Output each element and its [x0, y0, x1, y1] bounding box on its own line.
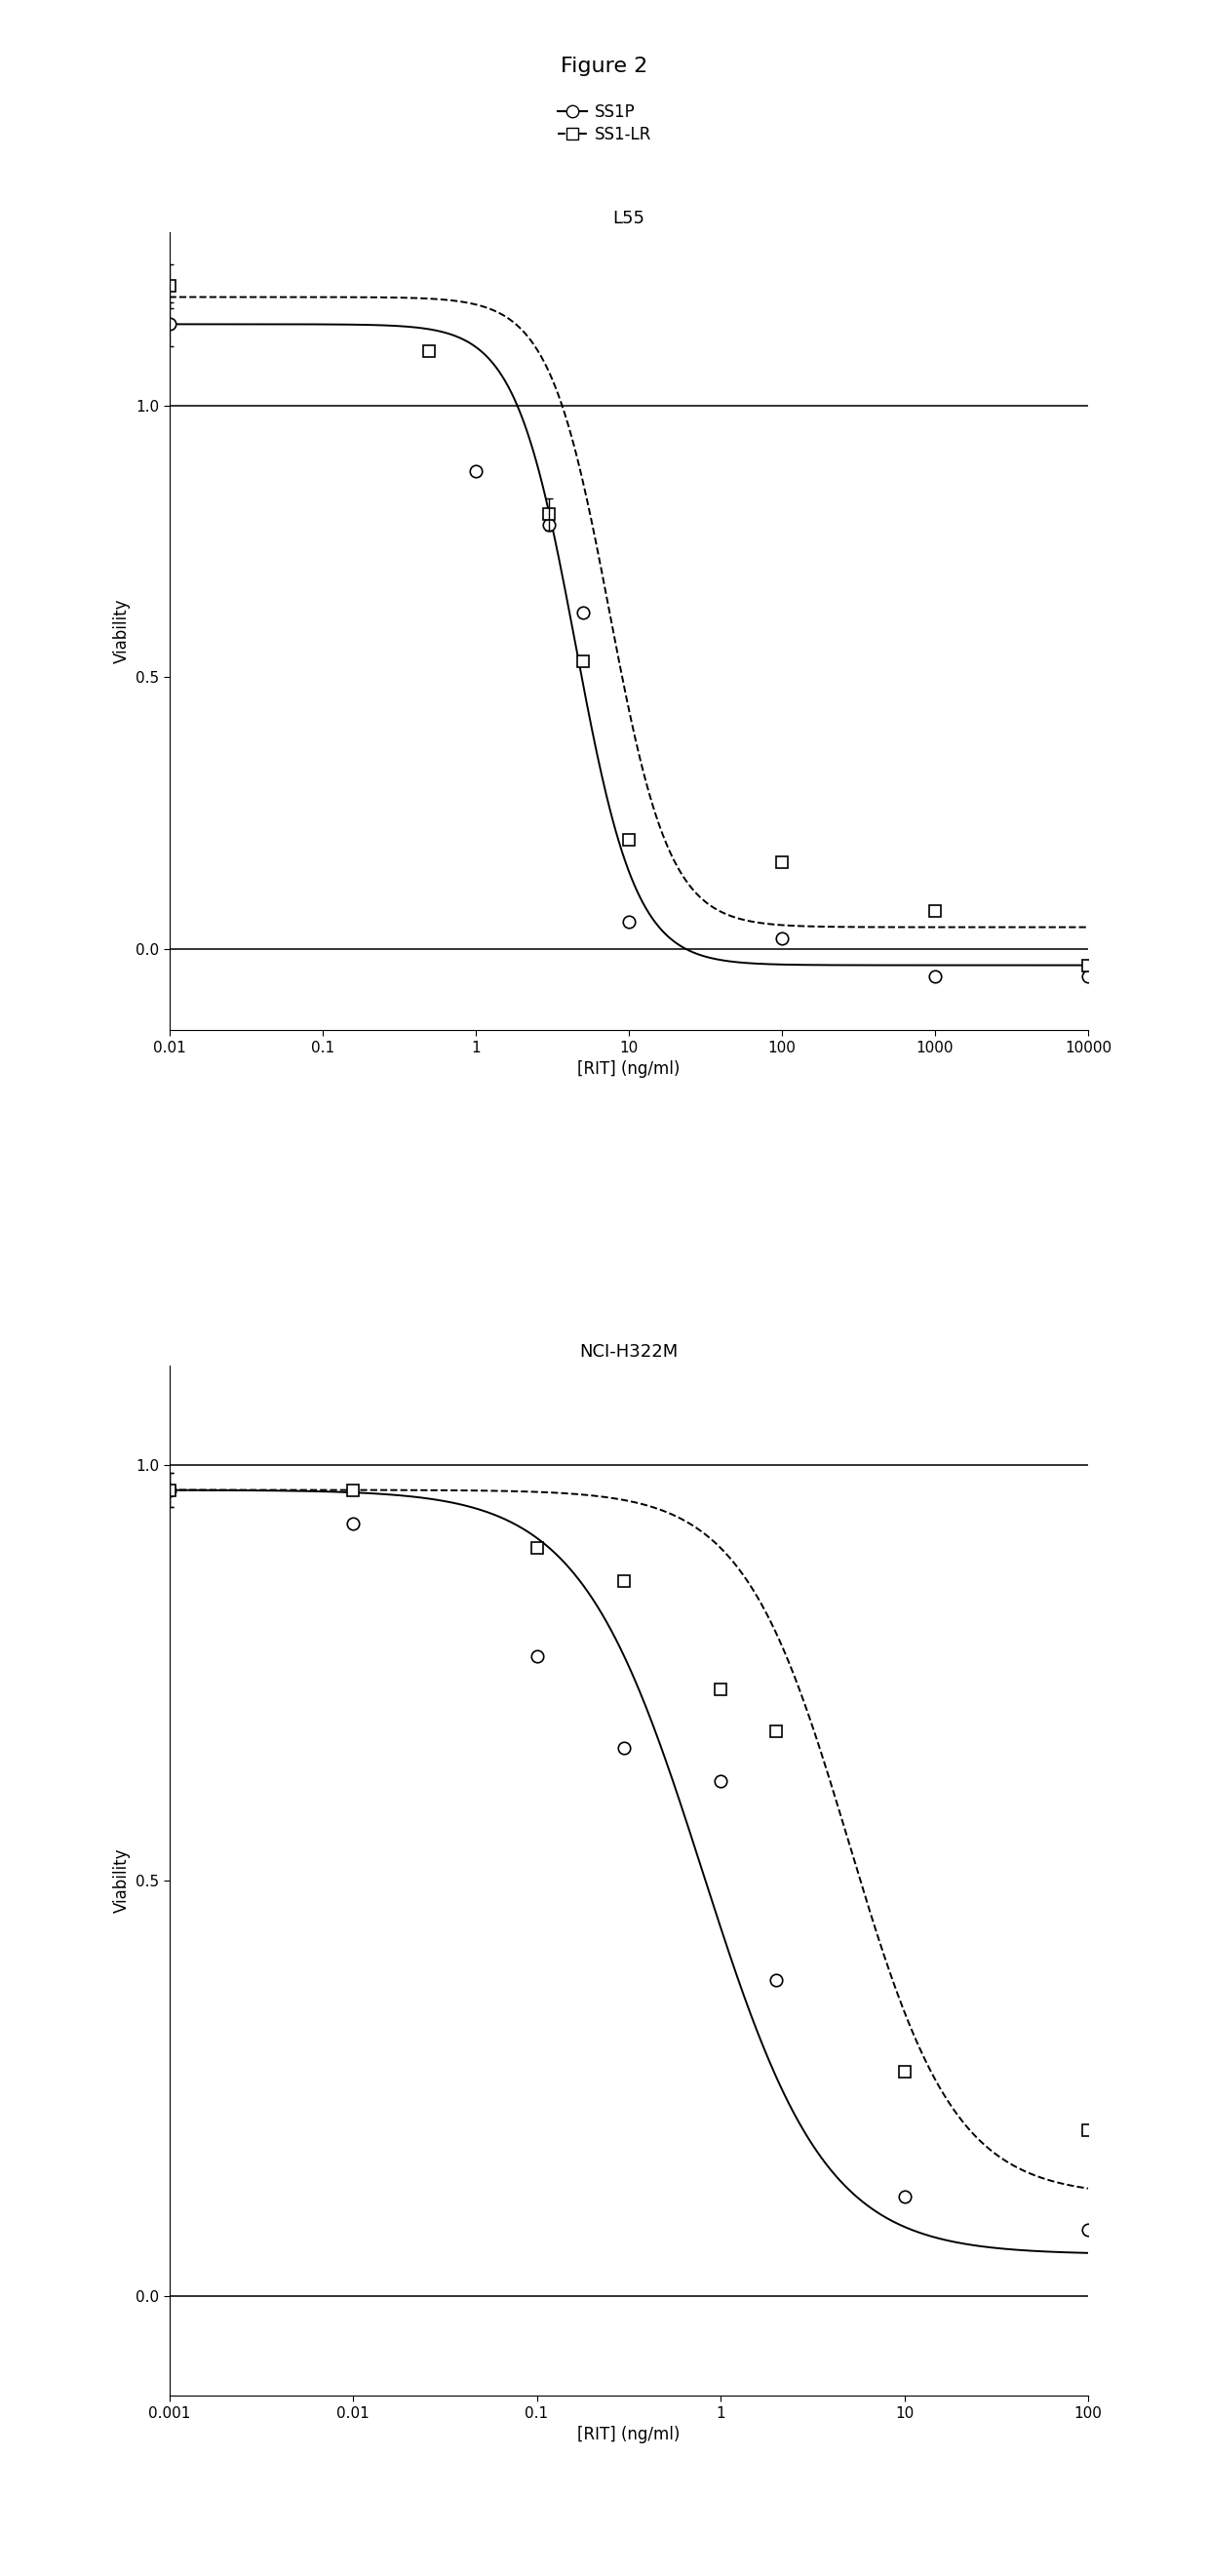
Title: NCI-H322M: NCI-H322M	[579, 1345, 678, 1360]
X-axis label: [RIT] (ng/ml): [RIT] (ng/ml)	[578, 2427, 679, 2445]
Y-axis label: Viability: Viability	[112, 1847, 131, 1914]
Y-axis label: Viability: Viability	[112, 598, 131, 665]
X-axis label: [RIT] (ng/ml): [RIT] (ng/ml)	[578, 1061, 679, 1079]
Text: Figure 2: Figure 2	[561, 57, 648, 77]
Title: L55: L55	[613, 211, 644, 227]
Legend: SS1P, SS1-LR: SS1P, SS1-LR	[557, 103, 652, 144]
